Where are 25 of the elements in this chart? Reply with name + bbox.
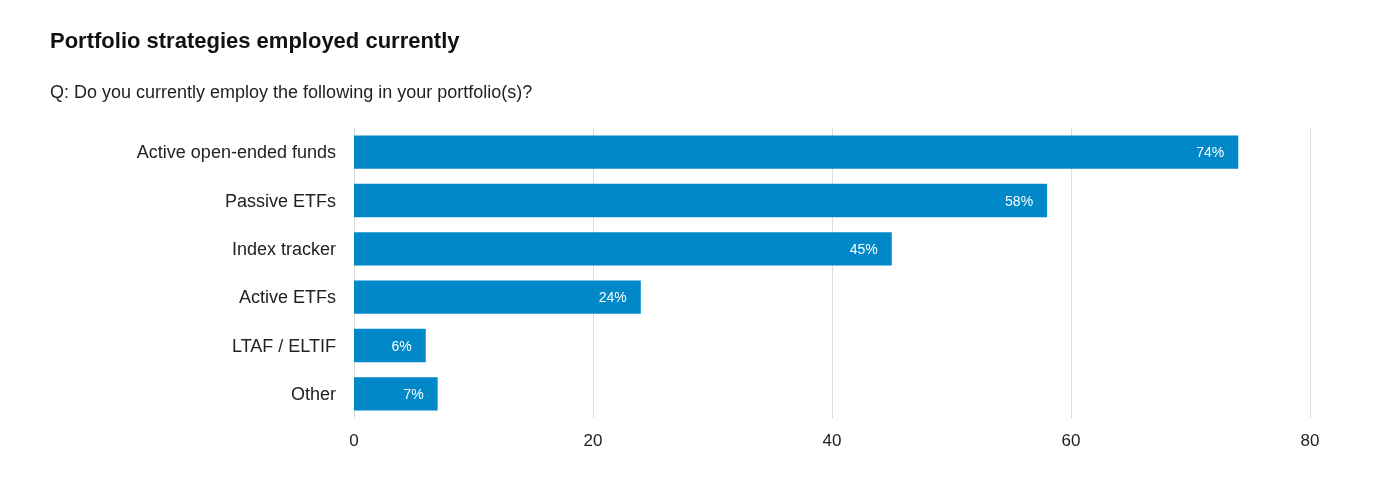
y-tick-label: Active ETFs — [238, 287, 336, 308]
bar — [354, 328, 426, 363]
data-label: 7% — [403, 385, 424, 402]
bar — [354, 183, 1048, 218]
x-tick-label: 60 — [1061, 431, 1081, 450]
x-tick-label: 80 — [1300, 431, 1320, 450]
bar — [354, 135, 1239, 169]
x-tick-label: 0 — [349, 431, 359, 450]
y-tick-label: Index tracker — [231, 238, 336, 259]
chart-title: Portfolio strategies employed currently — [50, 27, 461, 53]
bar — [354, 232, 892, 266]
data-label: 58% — [1005, 192, 1034, 209]
chart-subtitle: Q: Do you currently employ the following in your portfolio(s)? — [50, 82, 533, 102]
y-tick-label: Passive ETFs — [224, 190, 336, 211]
data-label: 6% — [391, 337, 412, 354]
x-tick-label: 20 — [583, 431, 603, 450]
data-label: 24% — [598, 289, 627, 306]
data-label: 45% — [849, 240, 878, 257]
x-tick-label: 40 — [822, 431, 842, 450]
y-tick-label: Other — [290, 383, 336, 404]
data-label: 74% — [1196, 144, 1225, 161]
y-tick-label: Active open-ended funds — [136, 142, 336, 163]
bar — [354, 377, 438, 411]
bar — [354, 280, 641, 314]
y-tick-label: LTAF / ELTIF — [231, 335, 336, 356]
